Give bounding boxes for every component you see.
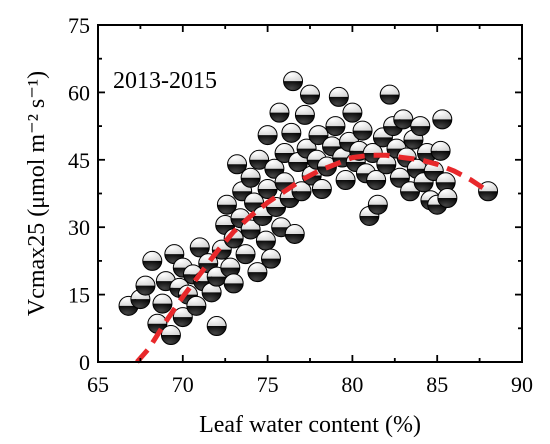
- x-tick-label: 70: [172, 372, 194, 397]
- y-tick-label: 0: [79, 350, 90, 375]
- x-tick-label: 90: [511, 372, 533, 397]
- points-layer: [118, 71, 499, 346]
- data-point: [135, 275, 156, 296]
- data-point: [283, 71, 304, 92]
- data-point: [352, 120, 373, 141]
- data-point: [257, 125, 278, 146]
- data-point: [269, 102, 290, 123]
- data-point: [325, 116, 346, 137]
- x-tick-label: 80: [341, 372, 363, 397]
- data-point: [294, 104, 315, 125]
- data-point: [393, 109, 414, 130]
- x-tick-label: 75: [257, 372, 279, 397]
- data-point: [437, 187, 458, 208]
- x-axis-title: Leaf water content (%): [199, 412, 421, 438]
- data-point: [300, 84, 320, 105]
- axis-ticks: 65 70 75 80 85 90 0 15 30 45 60 75: [68, 13, 533, 397]
- data-point: [235, 244, 256, 265]
- data-point: [432, 109, 453, 130]
- data-point: [284, 223, 305, 244]
- y-tick-label: 45: [68, 148, 90, 173]
- data-point: [311, 179, 332, 200]
- data-point: [142, 250, 163, 271]
- data-point: [227, 154, 248, 175]
- data-point: [257, 179, 278, 200]
- y-tick-label: 30: [68, 215, 90, 240]
- data-point: [172, 307, 193, 328]
- data-point: [413, 172, 434, 193]
- data-point: [366, 170, 387, 191]
- data-point: [335, 170, 356, 191]
- y-axis-title: Vcmax25 (μmol m⁻² s⁻¹): [24, 71, 50, 316]
- data-point: [223, 273, 244, 294]
- data-point: [240, 167, 261, 188]
- x-tick-label: 65: [87, 372, 109, 397]
- data-point: [152, 293, 173, 314]
- data-point: [247, 262, 268, 283]
- data-point: [328, 86, 349, 107]
- data-point: [379, 84, 400, 105]
- y-tick-label: 60: [68, 80, 90, 105]
- data-point: [260, 248, 281, 269]
- period-annotation: 2013-2015: [113, 68, 217, 94]
- data-point: [186, 295, 207, 316]
- data-point: [291, 181, 312, 202]
- data-point: [430, 140, 451, 161]
- data-point: [206, 316, 227, 337]
- data-point: [160, 325, 181, 346]
- y-tick-label: 75: [68, 13, 90, 38]
- data-point: [201, 282, 222, 303]
- data-point: [410, 116, 431, 137]
- x-tick-label: 85: [426, 372, 448, 397]
- data-point: [281, 122, 302, 143]
- data-point: [216, 194, 237, 215]
- data-point: [478, 181, 499, 202]
- fit-curve: [135, 152, 490, 364]
- data-point: [342, 102, 363, 123]
- data-point: [367, 194, 388, 215]
- data-point: [249, 149, 270, 170]
- y-tick-label: 15: [68, 283, 90, 308]
- data-point: [255, 230, 276, 251]
